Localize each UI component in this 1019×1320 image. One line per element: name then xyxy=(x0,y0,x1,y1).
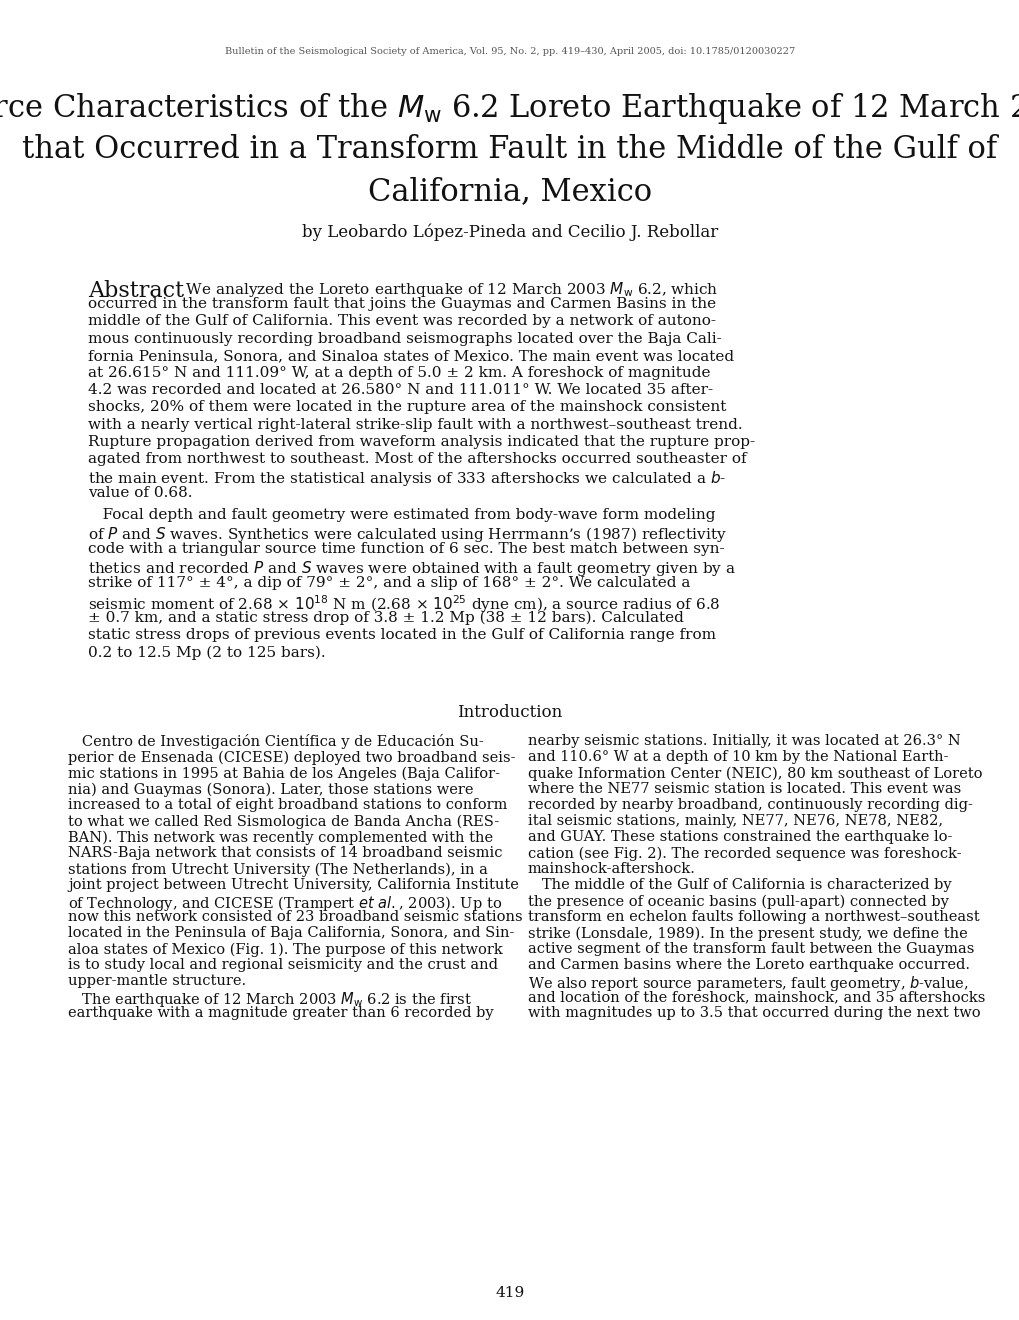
Text: value of 0.68.: value of 0.68. xyxy=(88,486,193,500)
Text: mic stations in 1995 at Bahia de los Angeles (Baja Califor-: mic stations in 1995 at Bahia de los Ang… xyxy=(68,767,499,781)
Text: 4.2 was recorded and located at 26.580° N and 111.011° W. We located 35 after-: 4.2 was recorded and located at 26.580° … xyxy=(88,383,712,397)
Text: and location of the foreshock, mainshock, and 35 aftershocks: and location of the foreshock, mainshock… xyxy=(528,990,984,1005)
Text: We also report source parameters, fault geometry, $\mathit{b}$-value,: We also report source parameters, fault … xyxy=(528,974,968,994)
Text: Introduction: Introduction xyxy=(457,705,562,722)
Text: We analyzed the Loreto earthquake of 12 March 2003 $\mathit{M}_{\mathrm{w}}$ 6.2: We analyzed the Loreto earthquake of 12 … xyxy=(176,280,717,300)
Text: to what we called Red Sismologica de Banda Ancha (RES-: to what we called Red Sismologica de Ban… xyxy=(68,814,498,829)
Text: Centro de Investigación Científica y de Educación Su-: Centro de Investigación Científica y de … xyxy=(68,734,483,750)
Text: that Occurred in a Transform Fault in the Middle of the Gulf of: that Occurred in a Transform Fault in th… xyxy=(22,135,997,165)
Text: NARS-Baja network that consists of 14 broadband seismic: NARS-Baja network that consists of 14 br… xyxy=(68,846,502,861)
Text: stations from Utrecht University (The Netherlands), in a: stations from Utrecht University (The Ne… xyxy=(68,862,487,876)
Text: nia) and Guaymas (Sonora). Later, those stations were: nia) and Guaymas (Sonora). Later, those … xyxy=(68,783,473,797)
Text: California, Mexico: California, Mexico xyxy=(368,177,651,207)
Text: recorded by nearby broadband, continuously recording dig-: recorded by nearby broadband, continuous… xyxy=(528,799,972,812)
Text: code with a triangular source time function of 6 sec. The best match between syn: code with a triangular source time funct… xyxy=(88,543,723,556)
Text: shocks, 20% of them were located in the rupture area of the mainshock consistent: shocks, 20% of them were located in the … xyxy=(88,400,726,414)
Text: at 26.615° N and 111.09° W, at a depth of 5.0 ± 2 km. A foreshock of magnitude: at 26.615° N and 111.09° W, at a depth o… xyxy=(88,366,710,380)
Text: joint project between Utrecht University, California Institute: joint project between Utrecht University… xyxy=(68,878,519,892)
Text: occurred in the transform fault that joins the Guaymas and Carmen Basins in the: occurred in the transform fault that joi… xyxy=(88,297,715,312)
Text: now this network consisted of 23 broadband seismic stations: now this network consisted of 23 broadba… xyxy=(68,911,522,924)
Text: Rupture propagation derived from waveform analysis indicated that the rupture pr: Rupture propagation derived from wavefor… xyxy=(88,434,754,449)
Text: seismic moment of 2.68 × $10^{18}$ N m (2.68 × $10^{25}$ dyne cm), a source radi: seismic moment of 2.68 × $10^{18}$ N m (… xyxy=(88,594,719,615)
Text: 419: 419 xyxy=(495,1286,524,1300)
Text: static stress drops of previous events located in the Gulf of California range f: static stress drops of previous events l… xyxy=(88,628,715,642)
Text: middle of the Gulf of California. This event was recorded by a network of autono: middle of the Gulf of California. This e… xyxy=(88,314,715,329)
Text: active segment of the transform fault between the Guaymas: active segment of the transform fault be… xyxy=(528,942,973,957)
Text: transform en echelon faults following a northwest–southeast: transform en echelon faults following a … xyxy=(528,911,978,924)
Text: increased to a total of eight broadband stations to conform: increased to a total of eight broadband … xyxy=(68,799,506,812)
Text: ± 0.7 km, and a static stress drop of 3.8 ± 1.2 Mp (38 ± 12 bars). Calculated: ± 0.7 km, and a static stress drop of 3.… xyxy=(88,611,683,626)
Text: earthquake with a magnitude greater than 6 recorded by: earthquake with a magnitude greater than… xyxy=(68,1006,493,1020)
Text: is to study local and regional seismicity and the crust and: is to study local and regional seismicit… xyxy=(68,958,497,973)
Text: the presence of oceanic basins (pull-apart) connected by: the presence of oceanic basins (pull-apa… xyxy=(528,895,948,908)
Text: with magnitudes up to 3.5 that occurred during the next two: with magnitudes up to 3.5 that occurred … xyxy=(528,1006,979,1020)
Text: ital seismic stations, mainly, NE77, NE76, NE78, NE82,: ital seismic stations, mainly, NE77, NE7… xyxy=(528,814,943,829)
Text: the main event. From the statistical analysis of 333 aftershocks we calculated a: the main event. From the statistical ana… xyxy=(88,469,726,488)
Text: The earthquake of 12 March 2003 $\mathit{M}_{\mathrm{w}}$ 6.2 is the first: The earthquake of 12 March 2003 $\mathit… xyxy=(68,990,472,1010)
Text: BAN). This network was recently complemented with the: BAN). This network was recently compleme… xyxy=(68,830,492,845)
Text: by Leobardo López-Pineda and Cecilio J. Rebollar: by Leobardo López-Pineda and Cecilio J. … xyxy=(302,223,717,240)
Text: Abstract: Abstract xyxy=(88,280,184,302)
Text: fornia Peninsula, Sonora, and Sinaloa states of Mexico. The main event was locat: fornia Peninsula, Sonora, and Sinaloa st… xyxy=(88,348,734,363)
Text: agated from northwest to southeast. Most of the aftershocks occurred southeaster: agated from northwest to southeast. Most… xyxy=(88,451,746,466)
Text: The middle of the Gulf of California is characterized by: The middle of the Gulf of California is … xyxy=(528,878,951,892)
Text: upper-mantle structure.: upper-mantle structure. xyxy=(68,974,246,989)
Text: Focal depth and fault geometry were estimated from body-wave form modeling: Focal depth and fault geometry were esti… xyxy=(88,508,714,521)
Text: of Technology, and CICESE (Trampert $\mathit{et\ al.}$, 2003). Up to: of Technology, and CICESE (Trampert $\ma… xyxy=(68,895,501,913)
Text: 0.2 to 12.5 Mp (2 to 125 bars).: 0.2 to 12.5 Mp (2 to 125 bars). xyxy=(88,645,325,660)
Text: where the NE77 seismic station is located. This event was: where the NE77 seismic station is locate… xyxy=(528,783,960,796)
Text: perior de Ensenada (CICESE) deployed two broadband seis-: perior de Ensenada (CICESE) deployed two… xyxy=(68,750,515,764)
Text: and 110.6° W at a depth of 10 km by the National Earth-: and 110.6° W at a depth of 10 km by the … xyxy=(528,750,948,764)
Text: quake Information Center (NEIC), 80 km southeast of Loreto: quake Information Center (NEIC), 80 km s… xyxy=(528,767,981,781)
Text: Source Characteristics of the $\mathit{M}_{\mathrm{w}}$ 6.2 Loreto Earthquake of: Source Characteristics of the $\mathit{M… xyxy=(0,91,1019,125)
Text: strike of 117° ± 4°, a dip of 79° ± 2°, and a slip of 168° ± 2°. We calculated a: strike of 117° ± 4°, a dip of 79° ± 2°, … xyxy=(88,577,690,590)
Text: aloa states of Mexico (Fig. 1). The purpose of this network: aloa states of Mexico (Fig. 1). The purp… xyxy=(68,942,502,957)
Text: cation (see Fig. 2). The recorded sequence was foreshock-: cation (see Fig. 2). The recorded sequen… xyxy=(528,846,961,861)
Text: and Carmen basins where the Loreto earthquake occurred.: and Carmen basins where the Loreto earth… xyxy=(528,958,969,973)
Text: nearby seismic stations. Initially, it was located at 26.3° N: nearby seismic stations. Initially, it w… xyxy=(528,734,960,748)
Text: with a nearly vertical right-lateral strike-slip fault with a northwest–southeas: with a nearly vertical right-lateral str… xyxy=(88,417,742,432)
Text: mous continuously recording broadband seismographs located over the Baja Cali-: mous continuously recording broadband se… xyxy=(88,331,721,346)
Text: Bulletin of the Seismological Society of America, Vol. 95, No. 2, pp. 419–430, A: Bulletin of the Seismological Society of… xyxy=(224,48,795,57)
Text: mainshock-aftershock.: mainshock-aftershock. xyxy=(528,862,695,876)
Text: of $\mathit{P}$ and $\mathit{S}$ waves. Synthetics were calculated using Herrman: of $\mathit{P}$ and $\mathit{S}$ waves. … xyxy=(88,525,726,544)
Text: strike (Lonsdale, 1989). In the present study, we define the: strike (Lonsdale, 1989). In the present … xyxy=(528,927,967,941)
Text: located in the Peninsula of Baja California, Sonora, and Sin-: located in the Peninsula of Baja Califor… xyxy=(68,927,514,940)
Text: and GUAY. These stations constrained the earthquake lo-: and GUAY. These stations constrained the… xyxy=(528,830,952,845)
Text: thetics and recorded $\mathit{P}$ and $\mathit{S}$ waves were obtained with a fa: thetics and recorded $\mathit{P}$ and $\… xyxy=(88,560,735,578)
